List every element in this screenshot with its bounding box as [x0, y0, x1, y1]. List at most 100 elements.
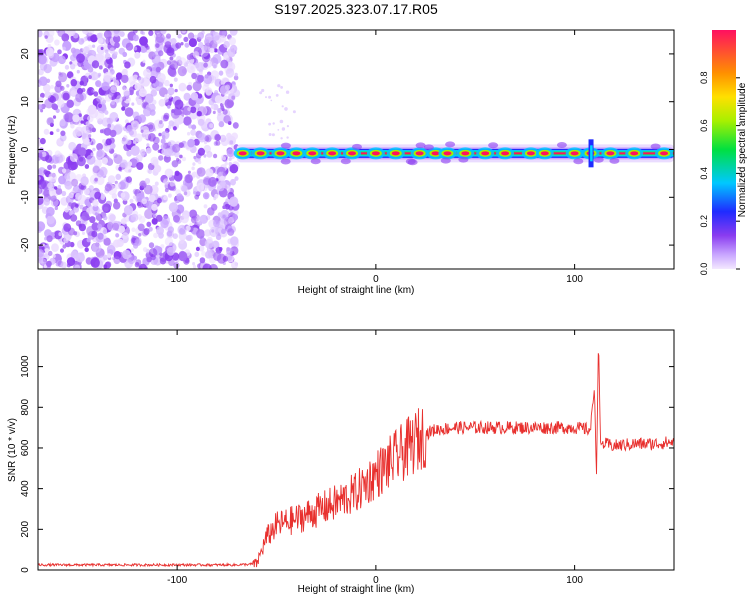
- noise-blob: [148, 30, 154, 36]
- noise-blob: [104, 53, 111, 60]
- noise-blob: [38, 76, 48, 86]
- noise-blob: [213, 196, 217, 201]
- noise-blob: [164, 237, 174, 247]
- noise-blob: [89, 216, 96, 224]
- noise-blob: [122, 232, 129, 240]
- noise-blob: [201, 52, 211, 63]
- noise-blob: [166, 246, 175, 256]
- hot-spot-core: [606, 151, 615, 156]
- noise-blob: [54, 206, 58, 211]
- noise-blob: [196, 167, 206, 177]
- noise-blob: [58, 175, 67, 185]
- noise-blob: [214, 133, 221, 141]
- noise-blob: [44, 35, 48, 39]
- hot-spot-core: [630, 151, 639, 156]
- noise-blob: [228, 157, 232, 162]
- noise-blob: [113, 198, 118, 203]
- hot-spot-core: [461, 151, 470, 156]
- noise-blob: [148, 248, 158, 258]
- noise-blob: [64, 207, 69, 213]
- noise-blob: [46, 260, 52, 268]
- noise-blob: [54, 150, 61, 157]
- hot-spot-core: [415, 151, 424, 156]
- noise-blob: [38, 96, 44, 103]
- noise-blob: [195, 62, 205, 72]
- noise-blob: [191, 171, 198, 178]
- snr-frame: [37, 329, 675, 571]
- noise-blob: [58, 72, 68, 83]
- noise-blob: [134, 238, 141, 246]
- band-bump: [440, 157, 451, 164]
- noise-blob: [124, 107, 134, 117]
- noise-blob: [151, 99, 157, 105]
- noise-blob: [164, 41, 172, 49]
- noise-blob: [223, 115, 231, 124]
- noise-blob: [72, 114, 80, 123]
- noise-blob: [86, 237, 91, 243]
- noise-blob: [220, 209, 230, 220]
- noise-blob: [186, 54, 193, 61]
- noise-blob: [209, 47, 215, 54]
- noise-blob: [112, 76, 117, 82]
- noise-blob: [222, 109, 228, 115]
- noise-blob: [187, 32, 195, 40]
- noise-blob: [192, 265, 197, 269]
- noise-blob: [113, 123, 123, 134]
- noise-blob: [152, 142, 160, 151]
- noise-blob: [39, 196, 44, 200]
- noise-blob: [49, 95, 56, 104]
- noise-blob: [231, 132, 239, 140]
- noise-blob: [57, 30, 66, 38]
- noise-blob: [121, 74, 129, 84]
- noise-blob: [120, 192, 126, 198]
- noise-blob: [212, 110, 216, 115]
- noise-blob: [213, 219, 220, 228]
- noise-blob: [127, 161, 133, 167]
- noise-blob: [103, 237, 111, 246]
- band-bump: [556, 142, 567, 148]
- noise-blob: [85, 121, 90, 126]
- noise-blob: [213, 153, 218, 159]
- noise-blob: [185, 225, 191, 232]
- noise-blob: [159, 252, 163, 257]
- noise-blob: [70, 79, 78, 87]
- noise-blob: [178, 82, 187, 92]
- noise-blob: [46, 235, 53, 243]
- noise-blob: [122, 249, 131, 260]
- noise-blob: [75, 93, 84, 103]
- noise-blob: [164, 94, 168, 98]
- noise-blob: [198, 245, 205, 252]
- noise-blob: [54, 39, 60, 46]
- noise-blob: [181, 156, 187, 162]
- noise-blob: [196, 229, 205, 239]
- hot-spot-core: [431, 151, 440, 156]
- noise-blob: [168, 193, 172, 198]
- noise-blob: [53, 186, 58, 190]
- noise-blob: [40, 109, 44, 113]
- noise-blob: [134, 262, 140, 268]
- noise-blob: [146, 256, 152, 263]
- noise-blob: [134, 133, 143, 143]
- noise-blob: [118, 225, 125, 234]
- band-bump: [573, 158, 584, 165]
- noise-blob: [90, 257, 100, 268]
- noise-blob: [221, 30, 227, 36]
- noise-speck: [281, 127, 286, 131]
- noise-blob: [141, 125, 150, 135]
- noise-blob: [157, 73, 166, 83]
- noise-blob: [54, 84, 63, 93]
- noise-blob: [212, 63, 218, 69]
- noise-blob: [47, 182, 53, 189]
- noise-blob: [81, 211, 90, 220]
- snr-xlabel: Height of straight line (km): [298, 584, 415, 595]
- hot-spot-core: [391, 151, 400, 156]
- noise-blob: [40, 258, 47, 266]
- noise-blob: [98, 103, 102, 109]
- noise-blob: [161, 215, 170, 225]
- noise-blob: [158, 132, 162, 137]
- spectrogram-ytick-label: -20: [20, 237, 31, 252]
- spectrogram-ytick-label: 10: [20, 96, 31, 108]
- noise-speck: [286, 125, 289, 128]
- noise-blob: [210, 105, 215, 110]
- noise-blob: [164, 79, 170, 87]
